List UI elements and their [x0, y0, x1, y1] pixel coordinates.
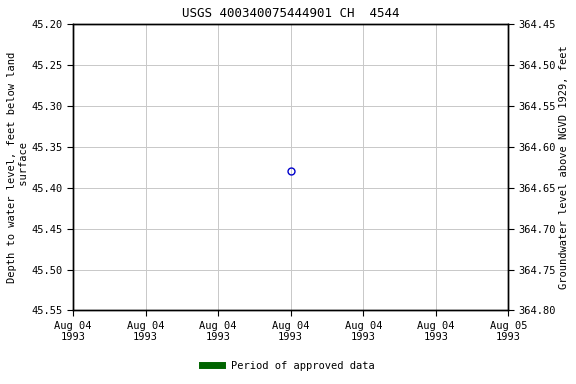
- Title: USGS 400340075444901 CH  4544: USGS 400340075444901 CH 4544: [182, 7, 399, 20]
- Y-axis label: Groundwater level above NGVD 1929, feet: Groundwater level above NGVD 1929, feet: [559, 45, 569, 289]
- Y-axis label: Depth to water level, feet below land
 surface: Depth to water level, feet below land su…: [7, 51, 29, 283]
- Legend: Period of approved data: Period of approved data: [198, 357, 378, 375]
